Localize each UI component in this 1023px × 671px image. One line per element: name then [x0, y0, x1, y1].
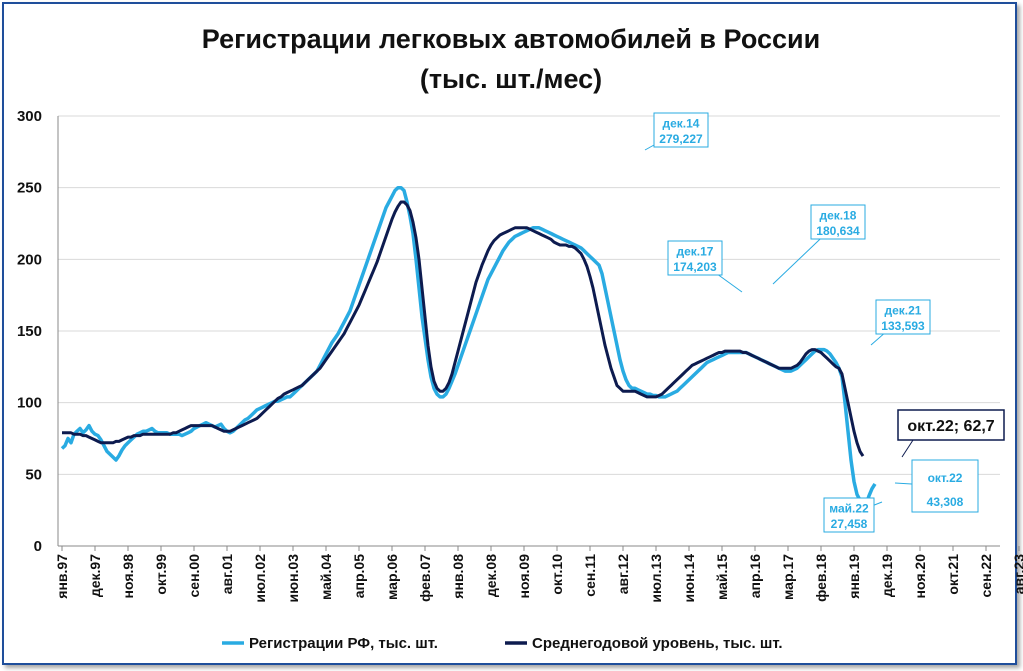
callout-text: окт.22; 62,7	[907, 418, 994, 435]
callout-box	[911, 459, 979, 513]
annotation-callout: дек.17 174,203	[667, 240, 743, 293]
x-tick-label: дек.08	[483, 554, 499, 597]
callout-box	[810, 204, 866, 240]
x-tick-label: авг.23	[1011, 554, 1023, 594]
callout-box	[667, 240, 723, 276]
x-tick-label: дек.19	[879, 554, 895, 597]
callout-label: дек.14	[663, 116, 700, 130]
callout-value: 174,203	[673, 260, 717, 274]
x-tick-label: авг.12	[615, 554, 631, 594]
series-line-annual-average	[62, 200, 865, 457]
legend-label: Среднегодовой уровень, тыс. шт.	[532, 635, 783, 652]
x-tick-label: мар.17	[780, 554, 796, 600]
annotation-callout-average: окт.22; 62,7	[897, 409, 1005, 458]
x-tick-label: янв.97	[54, 554, 70, 599]
callout-box	[653, 112, 709, 148]
annotations: дек.14279,227дек.17174,203дек.18180,634д…	[644, 112, 1005, 533]
x-tick-label: июл.13	[648, 554, 664, 603]
annotation-callout: дек.18 180,634	[772, 204, 866, 285]
callout-value: 43,308	[927, 495, 964, 509]
x-tick-label: июл.02	[252, 554, 268, 603]
callout-value: 279,227	[659, 132, 703, 146]
chart-title-line-2: (тыс. шт./мес)	[420, 64, 602, 94]
y-tick-label: 0	[34, 538, 42, 555]
grid	[58, 115, 1000, 475]
callout-label: дек.21	[885, 303, 922, 317]
x-tick-label: окт.21	[945, 554, 961, 595]
legend-item: Регистрации РФ, тыс. шт.	[222, 635, 438, 652]
callout-label: окт.22	[928, 471, 963, 485]
chart-title-line-1: Регистрации легковых автомобилей в Росси…	[202, 24, 820, 54]
x-tick-label: окт.10	[549, 554, 565, 595]
x-tick-label: авг.01	[219, 554, 235, 594]
x-tick-label: сен.00	[186, 554, 202, 598]
x-tick-label: дек.97	[87, 554, 103, 597]
callout-label: май.22	[829, 501, 869, 515]
x-tick-label: апр.05	[351, 554, 367, 598]
series-layer	[60, 185, 877, 507]
callout-value: 133,593	[881, 319, 925, 333]
x-tick-label: апр.16	[747, 554, 763, 598]
x-tick-label: ноя.09	[516, 554, 532, 599]
x-tick-label: янв.19	[846, 554, 862, 599]
x-tick-label: ноя.98	[120, 554, 136, 599]
annotation-callout: дек.21 133,593	[870, 299, 931, 346]
y-tick-label: 150	[17, 323, 42, 340]
x-tick-label: мар.06	[384, 554, 400, 600]
callout-label: дек.17	[677, 244, 714, 258]
legend: Регистрации РФ, тыс. шт. Среднегодовой ур…	[222, 635, 783, 652]
callout-label: дек.18	[820, 208, 857, 222]
x-tick-label: окт.99	[153, 554, 169, 595]
y-tick-label: 100	[17, 395, 42, 412]
annotation-callout: дек.14 279,227	[644, 112, 709, 151]
callout-box	[823, 497, 875, 533]
annotation-callout: окт.22 43,308	[894, 459, 979, 513]
x-tick-label: сен.11	[582, 554, 598, 597]
x-tick-label: июн.03	[285, 554, 301, 603]
x-tick-label: май.15	[714, 554, 730, 600]
legend-label: Регистрации РФ, тыс. шт.	[249, 635, 438, 652]
x-tick-label: фев.18	[813, 554, 829, 602]
y-tick-label: 300	[17, 108, 42, 125]
y-tick-label: 50	[25, 466, 42, 483]
x-tick-label: май.04	[318, 554, 334, 600]
y-tick-label: 200	[17, 251, 42, 268]
y-tick-label: 250	[17, 180, 42, 197]
annotation-callout: май.22 27,458	[823, 497, 883, 533]
series-line-registrations	[60, 185, 877, 507]
callout-box	[897, 409, 1005, 441]
legend-item: Среднегодовой уровень, тыс. шт.	[505, 635, 783, 652]
x-tick-label: ноя.20	[912, 554, 928, 599]
callout-value: 180,634	[816, 224, 860, 238]
x-tick-label: июн.14	[681, 554, 697, 603]
x-tick-label: фев.07	[417, 554, 433, 602]
callout-box	[875, 299, 931, 335]
x-tick-label: янв.08	[450, 554, 466, 599]
x-tick-label: сен.22	[978, 554, 994, 598]
axes: 0 50 100 150 200 250 300 янв.97 дек.97 ноя.98 окт.…	[17, 108, 1023, 603]
callout-value: 27,458	[831, 517, 868, 531]
